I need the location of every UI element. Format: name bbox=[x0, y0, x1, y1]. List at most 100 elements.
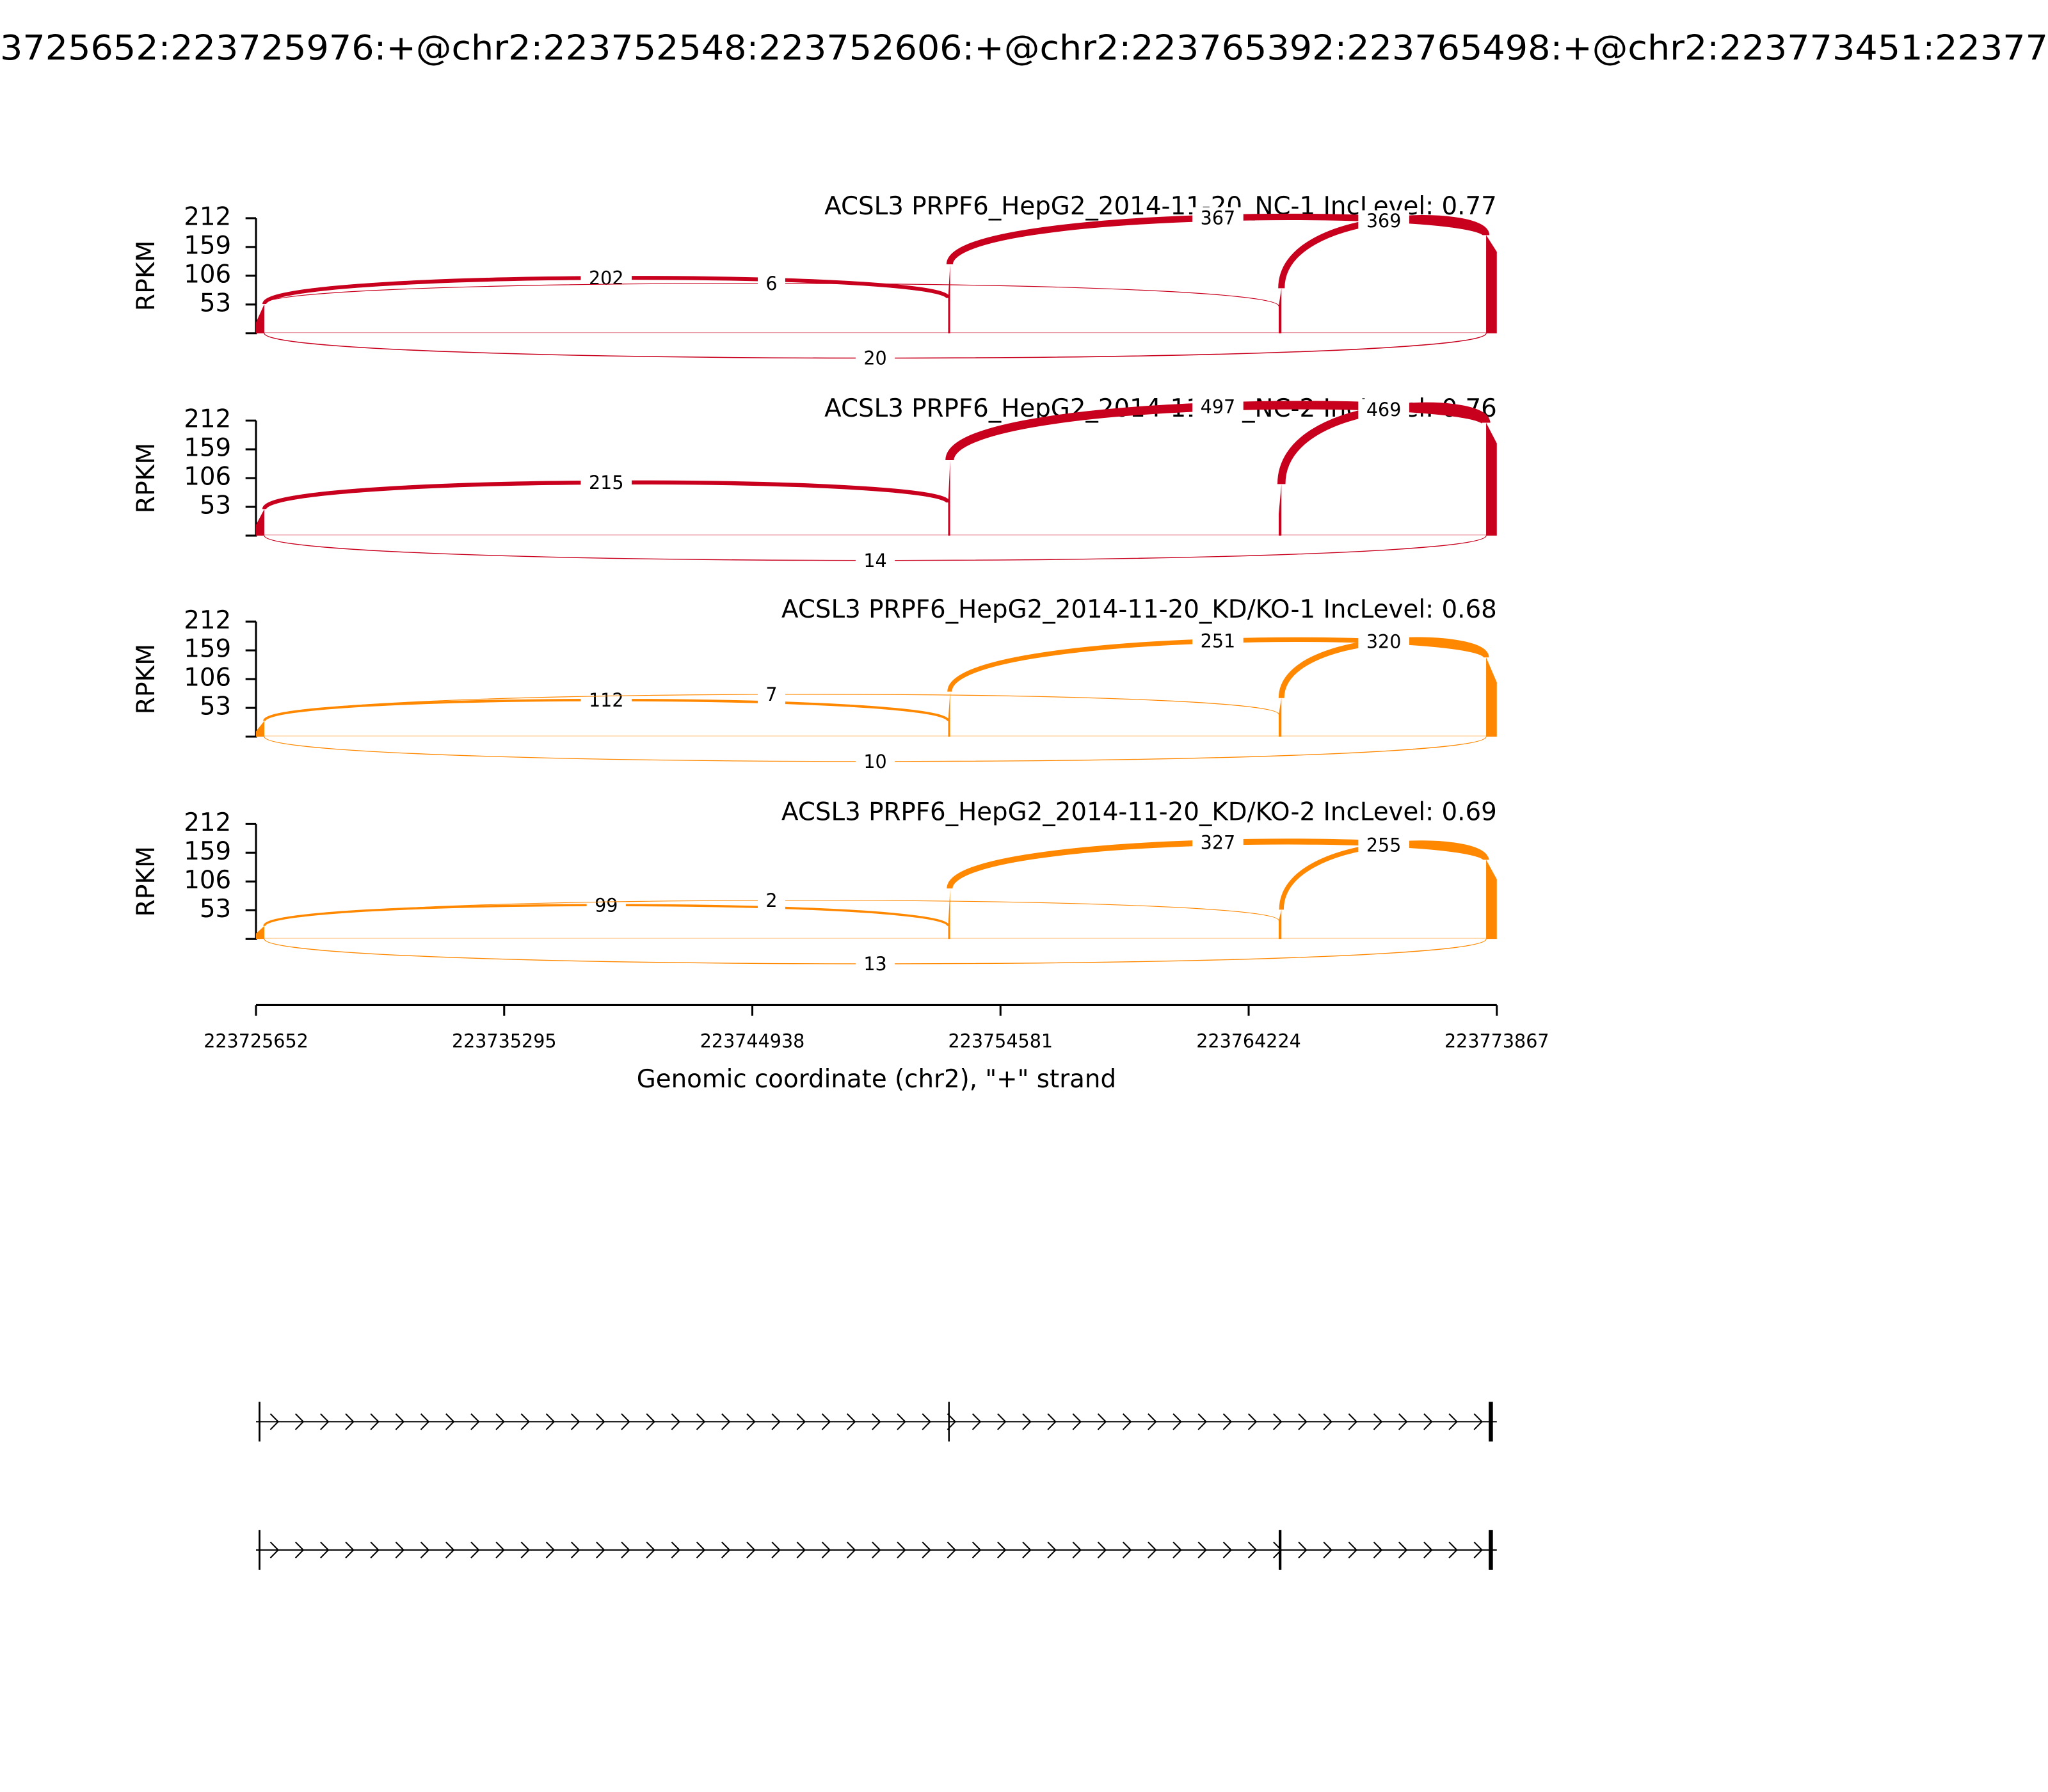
strand-arrow bbox=[320, 1413, 330, 1430]
junction-label: 320 bbox=[1366, 631, 1402, 653]
strand-arrow bbox=[545, 1541, 556, 1558]
strand-arrow bbox=[1122, 1413, 1132, 1430]
strand-arrow bbox=[520, 1413, 530, 1430]
y-axis-label: RPKM bbox=[132, 443, 161, 514]
x-tick-label: 223773867 bbox=[1444, 1030, 1549, 1052]
y-axis bbox=[245, 218, 257, 335]
strand-arrow bbox=[947, 1413, 957, 1430]
junction-label-bg bbox=[580, 472, 632, 493]
junction-label: 327 bbox=[1201, 831, 1236, 853]
coverage bbox=[1486, 235, 1497, 333]
junction-label-bg bbox=[1358, 399, 1409, 420]
exon bbox=[1489, 1402, 1493, 1442]
strand-arrow bbox=[746, 1541, 756, 1558]
strand-arrow bbox=[1298, 1541, 1308, 1558]
coverage bbox=[948, 264, 950, 333]
exon bbox=[1489, 1530, 1493, 1570]
coverage bbox=[948, 460, 950, 536]
x-tick-label: 223754581 bbox=[948, 1030, 1053, 1052]
junction-label: 251 bbox=[1201, 630, 1236, 652]
y-tick-label: 212 bbox=[184, 404, 231, 433]
y-tick-label: 159 bbox=[184, 433, 231, 462]
junction-label-bg bbox=[855, 550, 895, 572]
strand-arrow bbox=[771, 1413, 781, 1430]
junction-label-bg bbox=[855, 751, 895, 772]
junction-label: 369 bbox=[1366, 210, 1402, 232]
strand-arrow bbox=[646, 1541, 655, 1558]
exon bbox=[259, 1402, 260, 1442]
junction-label-bg bbox=[855, 953, 895, 975]
strand-arrow bbox=[621, 1541, 630, 1558]
junction-label-bg bbox=[1358, 835, 1409, 856]
junction-label-bg bbox=[586, 894, 626, 916]
strand-arrow bbox=[1473, 1541, 1483, 1558]
coverage bbox=[256, 925, 265, 940]
strand-arrow bbox=[1423, 1413, 1433, 1430]
junction-label-bg bbox=[1358, 631, 1409, 653]
strand-arrow bbox=[922, 1413, 931, 1430]
coverage bbox=[1278, 698, 1282, 737]
strand-arrow bbox=[1148, 1413, 1157, 1430]
junction-label: 13 bbox=[863, 953, 886, 975]
junction-label: 112 bbox=[589, 689, 624, 711]
strand-arrow bbox=[1247, 1541, 1258, 1558]
y-axis-label: RPKM bbox=[132, 241, 161, 312]
strand-arrow bbox=[320, 1541, 330, 1558]
strand-arrow bbox=[1398, 1541, 1408, 1558]
strand-arrow bbox=[495, 1541, 505, 1558]
y-tick-label: 106 bbox=[184, 663, 231, 692]
strand-arrow bbox=[621, 1413, 630, 1430]
junction-label: 469 bbox=[1366, 399, 1402, 420]
strand-arrow bbox=[897, 1413, 906, 1430]
strand-arrow bbox=[1222, 1541, 1233, 1558]
x-axis-label: Genomic coordinate (chr2), "+" strand bbox=[637, 1065, 1116, 1094]
strand-arrow bbox=[796, 1541, 806, 1558]
coverage bbox=[256, 509, 265, 536]
junction-label-bg bbox=[1192, 396, 1244, 417]
coverage bbox=[1486, 860, 1497, 940]
junction-label: 202 bbox=[589, 267, 624, 289]
strand-arrow bbox=[671, 1541, 681, 1558]
y-tick-label: 106 bbox=[184, 462, 231, 491]
exon bbox=[948, 1402, 950, 1442]
strand-arrow bbox=[1473, 1413, 1483, 1430]
strand-arrow bbox=[470, 1541, 480, 1558]
strand-arrow bbox=[395, 1541, 405, 1558]
coverage bbox=[256, 303, 265, 333]
strand-arrow bbox=[821, 1413, 831, 1430]
junction-label: 14 bbox=[863, 550, 886, 572]
strand-arrow bbox=[1122, 1541, 1132, 1558]
y-axis-label: RPKM bbox=[132, 644, 161, 715]
y-tick-label: 159 bbox=[184, 635, 231, 664]
strand-arrow bbox=[846, 1413, 856, 1430]
y-axis-label: RPKM bbox=[132, 846, 161, 917]
y-tick-label: 53 bbox=[200, 491, 231, 520]
strand-arrow bbox=[947, 1541, 957, 1558]
strand-arrow bbox=[721, 1541, 731, 1558]
strand-arrow bbox=[370, 1413, 380, 1430]
exon bbox=[259, 1530, 260, 1570]
strand-arrow bbox=[1072, 1413, 1082, 1430]
y-tick-label: 53 bbox=[200, 692, 231, 721]
strand-arrow bbox=[1197, 1413, 1207, 1430]
coverage bbox=[256, 721, 265, 737]
strand-arrow bbox=[1022, 1413, 1032, 1430]
y-tick-label: 159 bbox=[184, 837, 231, 866]
strand-arrow bbox=[972, 1541, 982, 1558]
strand-arrow bbox=[1097, 1413, 1107, 1430]
y-tick-label: 212 bbox=[184, 808, 231, 837]
junction-label: 99 bbox=[595, 894, 618, 916]
y-tick-label: 212 bbox=[184, 606, 231, 635]
y-tick-label: 106 bbox=[184, 260, 231, 289]
x-tick-label: 223735295 bbox=[452, 1030, 557, 1052]
strand-arrow bbox=[696, 1541, 706, 1558]
strand-arrow bbox=[897, 1541, 906, 1558]
strand-arrow bbox=[596, 1413, 605, 1430]
strand-arrow bbox=[495, 1413, 505, 1430]
junction-label-bg bbox=[1358, 210, 1409, 232]
coverage bbox=[1486, 657, 1497, 737]
strand-arrow bbox=[269, 1413, 280, 1430]
junction-label-bg bbox=[758, 273, 785, 294]
junction-label: 215 bbox=[589, 472, 624, 493]
